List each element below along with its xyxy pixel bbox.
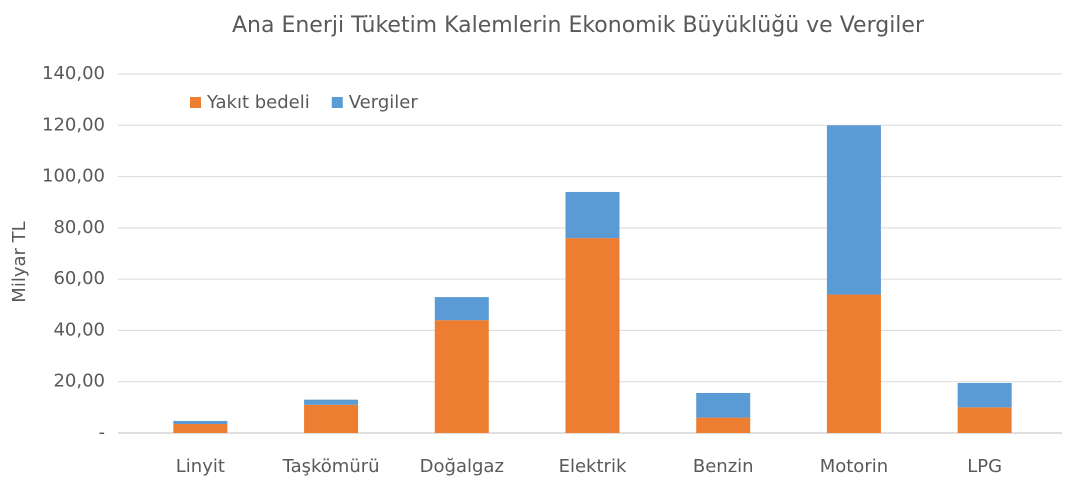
- x-tick-label: LPG: [967, 456, 1002, 477]
- bar-segment: [304, 404, 359, 433]
- bar-segment: [173, 420, 228, 425]
- bar-segment: [304, 399, 359, 405]
- legend-swatch: [331, 97, 343, 108]
- legend-label: Vergiler: [349, 92, 419, 113]
- bar-segment: [696, 417, 751, 433]
- x-tick-label: Benzin: [693, 456, 754, 477]
- chart-title: Ana Enerji Tüketim Kalemlerin Ekonomik B…: [232, 13, 925, 38]
- x-tick-label: Motorin: [820, 456, 888, 477]
- y-tick-label: 60,00: [53, 268, 105, 289]
- bar-segment: [434, 320, 489, 433]
- bar-segment: [957, 382, 1012, 408]
- y-axis-label: Milyar TL: [9, 221, 30, 302]
- y-tick-label: 120,00: [42, 114, 105, 135]
- y-tick-label: 20,00: [53, 371, 105, 392]
- legend-label: Yakıt bedeli: [206, 92, 310, 113]
- bar-segment: [696, 392, 751, 418]
- y-tick-label: 40,00: [53, 319, 105, 340]
- x-tick-label: Doğalgaz: [420, 456, 504, 477]
- y-tick-label: 140,00: [42, 63, 105, 84]
- x-tick-label: Linyit: [176, 456, 225, 477]
- x-tick-label: Taşkömürü: [282, 456, 380, 477]
- bar-segment: [565, 191, 620, 239]
- bar-segment: [173, 424, 228, 433]
- bar-segment: [434, 297, 489, 321]
- y-tick-label: 100,00: [42, 166, 105, 187]
- legend-swatch: [190, 97, 201, 108]
- y-tick-label: -: [99, 422, 106, 443]
- x-tick-label: Elektrik: [559, 456, 627, 477]
- bar-segment: [826, 294, 881, 433]
- y-tick-label: 80,00: [53, 217, 105, 238]
- bar-segment: [957, 407, 1012, 433]
- bar-segment: [826, 125, 881, 295]
- bar-segment: [565, 238, 620, 433]
